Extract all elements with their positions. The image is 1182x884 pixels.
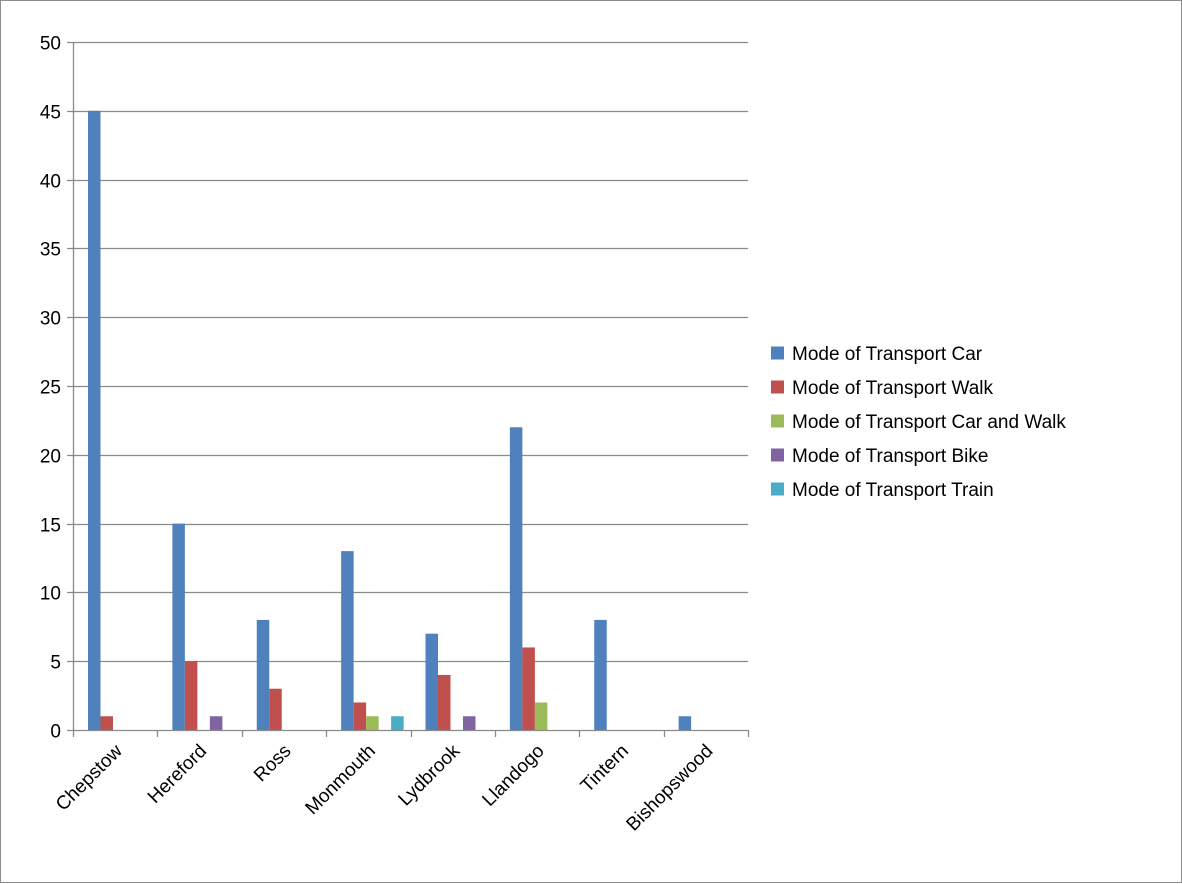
y-tick-label: 40	[40, 172, 61, 193]
bar-ross-series-2	[269, 688, 282, 730]
bar-monmouth-series-5	[391, 716, 404, 730]
legend-swatch	[771, 380, 784, 394]
bar-tintern-series-1	[594, 619, 607, 730]
bar-monmouth-series-1	[341, 551, 354, 730]
bar-lydbrook-series-1	[425, 633, 438, 730]
bar-hereford-series-2	[184, 661, 198, 730]
y-tick-label: 25	[40, 378, 61, 399]
bar-llandogo-series-3	[534, 702, 548, 730]
x-tick-label: Bishopswood	[623, 741, 718, 836]
x-tick-label: Monmouth	[302, 741, 380, 819]
x-tick-label: Lydbrook	[395, 740, 465, 810]
x-tick-label: Tintern	[577, 741, 633, 797]
x-tick-label: Chepstow	[52, 740, 127, 815]
bar-hereford-series-4	[209, 716, 223, 730]
bar-llandogo-series-1	[509, 427, 523, 730]
x-tick-label: Hereford	[144, 741, 211, 808]
x-tick-labels: Chepstow Hereford Ross Monmouth Lydbrook Llan…	[52, 740, 717, 835]
y-tick-label: 0	[50, 722, 61, 743]
legend-label: Mode of Transport Car and Walk	[792, 412, 1066, 433]
y-tick-label: 5	[50, 653, 61, 674]
bars	[88, 110, 692, 731]
y-tick-label: 35	[40, 240, 61, 261]
legend-swatch	[771, 414, 784, 428]
legend-label: Mode of Transport Train	[792, 480, 994, 501]
bar-hereford-series-1	[172, 523, 185, 730]
bar-ross-series-1	[256, 619, 270, 730]
legend-label: Mode of Transport Walk	[792, 378, 993, 399]
y-tick-labels: 0 5 10 15 20 25 30 35 40 45 50	[40, 34, 61, 743]
legend-swatch	[771, 448, 784, 462]
legend-label: Mode of Transport Bike	[792, 446, 988, 467]
legend-label: Mode of Transport Car	[792, 344, 983, 365]
y-tick-label: 15	[40, 516, 61, 537]
x-tick-label: Llandogo	[478, 741, 548, 811]
y-tick-label: 10	[40, 584, 61, 605]
bar-chepstow-series-2	[100, 716, 113, 730]
y-tick-label: 45	[40, 103, 61, 124]
legend-swatch	[771, 346, 784, 360]
x-tick-label: Ross	[250, 741, 295, 786]
bar-monmouth-series-2	[353, 702, 367, 730]
y-tick-label: 20	[40, 447, 61, 468]
axes	[67, 41, 750, 737]
legend: Mode of Transport Car Mode of Transport W…	[771, 344, 1066, 501]
bar-lydbrook-series-2	[438, 674, 451, 730]
y-tick-label: 50	[40, 34, 61, 55]
bar-monmouth-series-3	[366, 716, 379, 730]
bar-llandogo-series-2	[522, 647, 535, 730]
bar-bishopswood-series-1	[678, 716, 692, 730]
legend-swatch	[771, 482, 784, 496]
y-tick-label: 30	[40, 309, 61, 330]
gridlines	[73, 41, 748, 663]
bar-lydbrook-series-4	[463, 716, 476, 730]
bar-chepstow-series-1	[88, 110, 101, 731]
